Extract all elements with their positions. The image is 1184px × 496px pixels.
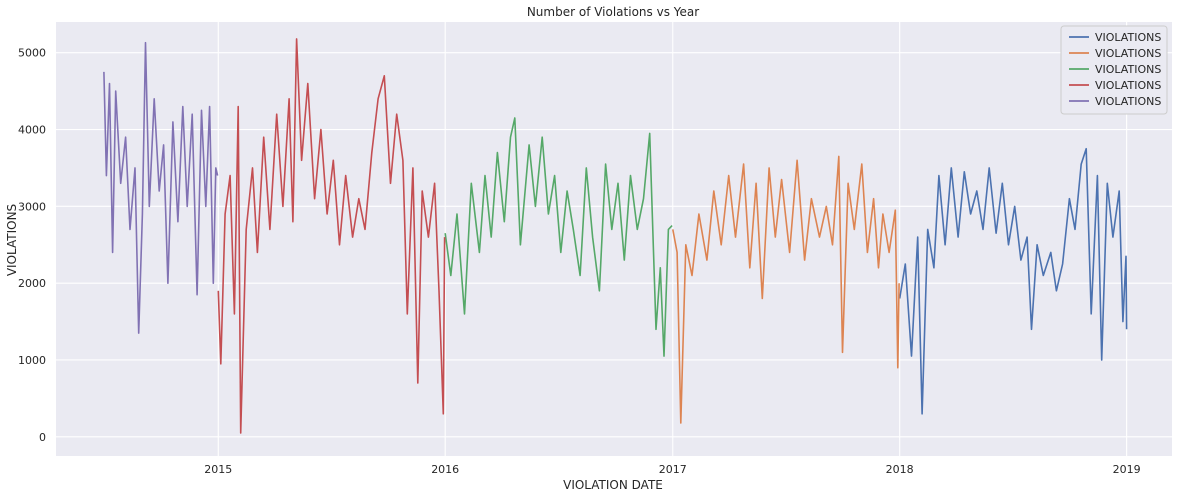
x-tick-label: 2015: [204, 463, 232, 476]
y-axis-label: VIOLATIONS: [5, 204, 19, 276]
y-tick-label: 3000: [18, 200, 46, 213]
legend-label: VIOLATIONS: [1095, 79, 1161, 92]
y-tick-label: 1000: [18, 354, 46, 367]
plot-area: [56, 22, 1172, 456]
series-line-1: [898, 147, 1128, 415]
x-tick-label: 2019: [1113, 463, 1141, 476]
y-tick-label: 4000: [18, 124, 46, 137]
y-tick-label: 5000: [18, 47, 46, 60]
x-tick-label: 2017: [659, 463, 687, 476]
legend-box: [1060, 25, 1168, 115]
y-tick-labels: 0 1000 2000 3000 4000 5000: [18, 47, 46, 444]
legend-label: VIOLATIONS: [1095, 31, 1161, 44]
x-tick-labels: 2015 2016 2017 2018 2019: [204, 463, 1140, 476]
series-line-3: [444, 117, 673, 357]
series-line-2: [672, 155, 900, 424]
legend: VIOLATIONS VIOLATIONS VIOLATIONS VIOLATIONS…: [1060, 25, 1168, 115]
series-line-4: [217, 38, 446, 434]
legend-label: VIOLATIONS: [1095, 95, 1161, 108]
x-tick-label: 2018: [886, 463, 914, 476]
x-axis-label: VIOLATION DATE: [563, 478, 663, 492]
y-tick-label: 2000: [18, 277, 46, 290]
y-tick-label: 0: [39, 431, 46, 444]
chart-title: Number of Violations vs Year: [527, 5, 699, 19]
legend-label: VIOLATIONS: [1095, 47, 1161, 60]
legend-label: VIOLATIONS: [1095, 63, 1161, 76]
x-tick-label: 2016: [431, 463, 459, 476]
series-layer: [103, 38, 1128, 434]
series-line-5: [103, 41, 219, 334]
